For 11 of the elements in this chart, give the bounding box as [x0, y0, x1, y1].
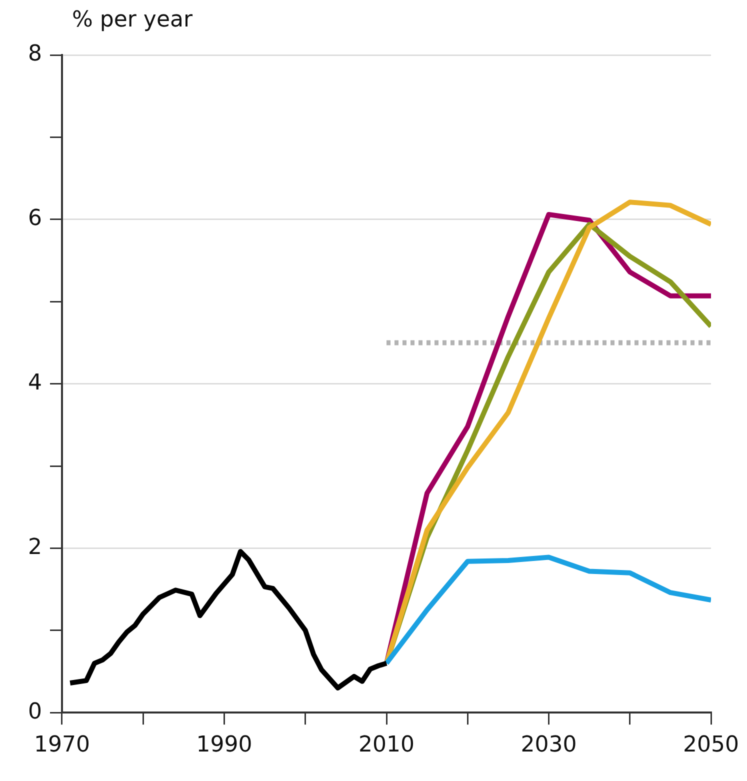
x-tick-label: 2030: [520, 732, 577, 758]
y-tick-label: 0: [28, 699, 42, 724]
y-tick-label: 4: [28, 370, 42, 396]
y-tick-label: 6: [28, 206, 42, 232]
x-tick-label: 1990: [196, 732, 252, 758]
y-axis-title: % per year: [72, 8, 194, 33]
y-tick-label: 2: [28, 534, 42, 560]
x-tick-label: 2050: [683, 732, 740, 758]
x-tick-label: 2010: [358, 732, 414, 758]
y-tick-label: 8: [28, 42, 42, 67]
x-tick-label: 1970: [34, 732, 90, 758]
